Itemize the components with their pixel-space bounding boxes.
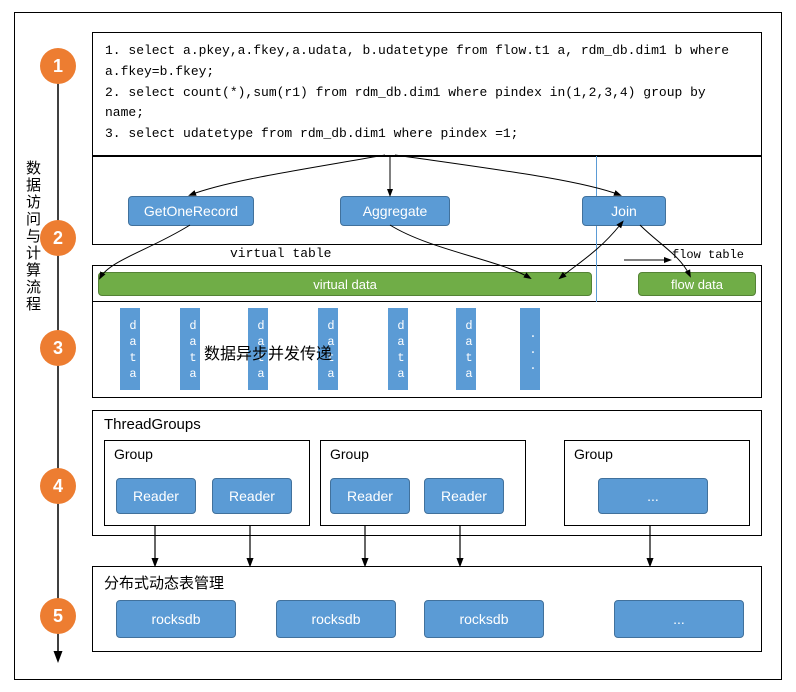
reader-1b: Reader	[212, 478, 292, 514]
rocksdb-1: rocksdb	[116, 600, 236, 638]
sql-line2: 2. select count(*),sum(r1) from rdm_db.d…	[105, 85, 714, 121]
op-getonerecord: GetOneRecord	[128, 196, 254, 226]
virtual-data-bar: virtual data	[98, 272, 592, 296]
diagram-canvas: 数据访问与计算流程 1. select a.pkey,a	[0, 0, 796, 692]
vtable-label-row	[92, 244, 762, 266]
group-label-3: Group	[574, 446, 613, 462]
group-label-2: Group	[330, 446, 369, 462]
badge-1: 1	[40, 48, 76, 84]
group-label-1: Group	[114, 446, 153, 462]
virtual-table-label: virtual table	[230, 246, 331, 261]
rocksdb-dots: ...	[614, 600, 744, 638]
reader-2b: Reader	[424, 478, 504, 514]
op-aggregate: Aggregate	[340, 196, 450, 226]
sql-text: 1. select a.pkey,a.fkey,a.udata, b.udate…	[105, 41, 749, 145]
flow-data-bar: flow data	[638, 272, 756, 296]
reader-1a: Reader	[116, 478, 196, 514]
reader-dots: ...	[598, 478, 708, 514]
reader-2a: Reader	[330, 478, 410, 514]
data-col-1: data	[120, 308, 140, 390]
data-col-dots: ...	[520, 308, 540, 390]
stage5-title: 分布式动态表管理	[104, 572, 224, 593]
sql-line1: 1. select a.pkey,a.fkey,a.udata, b.udate…	[105, 43, 737, 79]
threadgroups-title: ThreadGroups	[104, 416, 201, 433]
section-sql: 1. select a.pkey,a.fkey,a.udata, b.udate…	[92, 32, 762, 156]
rocksdb-2: rocksdb	[276, 600, 396, 638]
vline-divider	[596, 156, 597, 302]
op-join: Join	[582, 196, 666, 226]
data-col-5: data	[388, 308, 408, 390]
badge-3: 3	[40, 330, 76, 366]
badge-4: 4	[40, 468, 76, 504]
badge-2: 2	[40, 220, 76, 256]
flow-table-label: flow table	[672, 248, 744, 262]
rocksdb-3: rocksdb	[424, 600, 544, 638]
data-col-6: data	[456, 308, 476, 390]
stage3-caption: 数据异步并发传递	[204, 340, 332, 364]
badge-5: 5	[40, 598, 76, 634]
sql-line3: 3. select udatetype from rdm_db.dim1 whe…	[105, 126, 518, 141]
data-col-2: data	[180, 308, 200, 390]
